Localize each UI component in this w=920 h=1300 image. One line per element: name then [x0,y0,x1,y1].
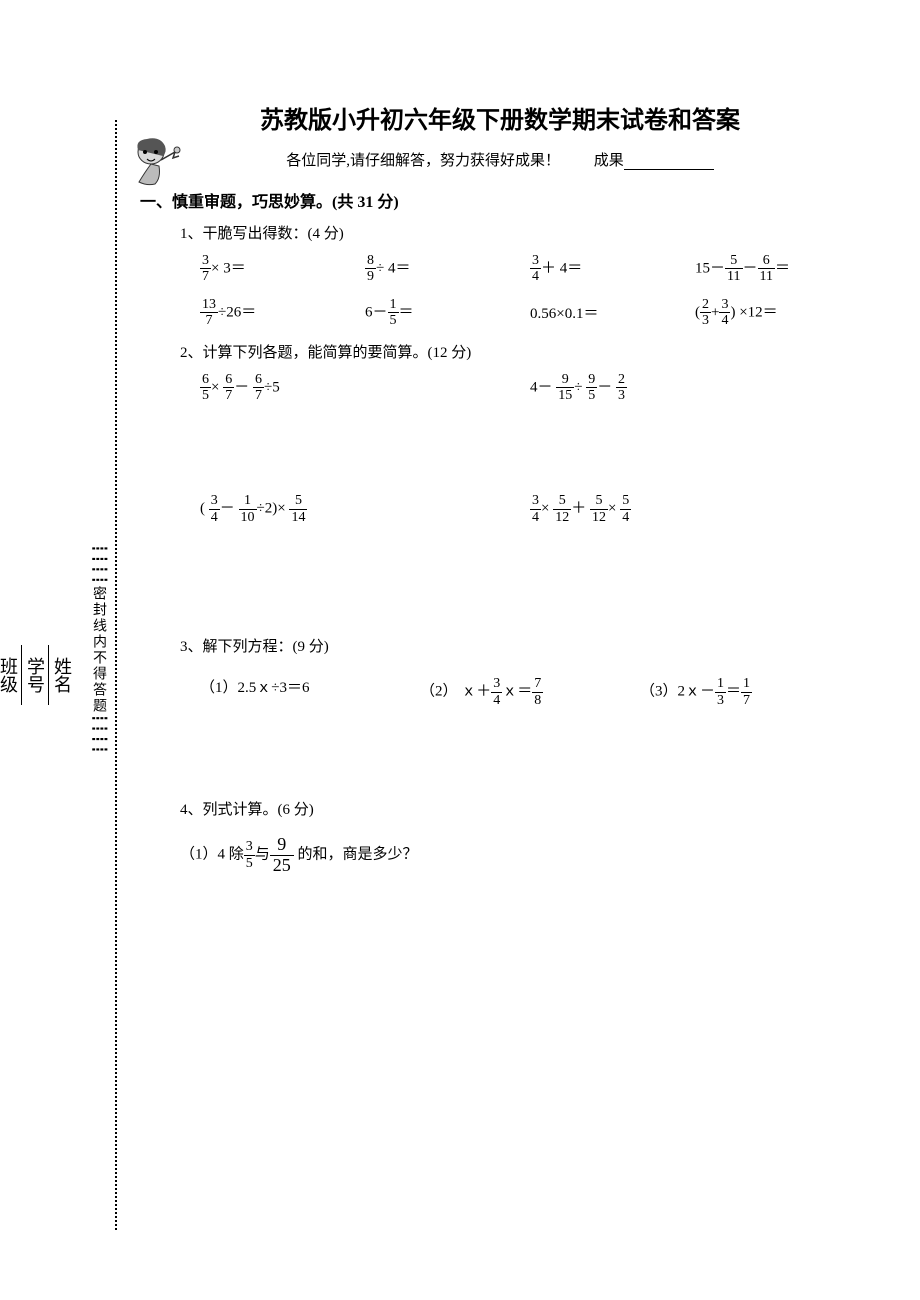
expr-mid: － [743,260,758,276]
expr-pre: 6－ [365,304,388,320]
frac-den: 7 [200,313,218,328]
q4-a: （1）4 除35与925 的和，商是多少？ [180,835,860,876]
subtitle-row: 各位同学,请仔细解答，努力获得好成果！ 成果 [140,149,860,170]
score-blank [624,169,714,170]
expr-tail: ＝ [399,304,414,320]
frac-den: 3 [700,313,711,328]
q1-row2: 137÷26＝ 6－15＝ 0.56×0.1＝ (23+34) ×12＝ [200,297,860,329]
field-class: 班级 [0,645,21,705]
score-label: 成果 [594,153,624,169]
expr-tail: ＋ 4＝ [541,260,582,276]
q1-r1c3: 34＋ 4＝ [530,253,695,285]
frac-den: 4 [530,269,541,284]
q2-d: 34× 512＋ 512× 54 [530,493,860,525]
q3-a: （1）2.5ｘ÷3＝6 [200,676,420,708]
q1-r2c4: (23+34) ×12＝ [695,297,860,329]
sealed-line-text: ┋┋┋┋密封线内不得答题┋┋┋┋ [88,544,108,755]
q1-r2c1: 137÷26＝ [200,297,365,329]
frac-den: 11 [725,269,742,284]
q3-label: 3、解下列方程：(9 分) [180,635,860,656]
frac-num: 3 [200,253,211,269]
q1-r2c3: 0.56×0.1＝ [530,302,695,323]
q2-b: 4－ 915÷ 95－ 23 [530,372,860,404]
q1-label: 1、干脆写出得数：(4 分) [180,222,860,243]
frac-den: 7 [200,269,211,284]
page-title: 苏教版小升初六年级下册数学期末试卷和答案 [140,100,860,135]
field-name: 姓名 [48,645,75,705]
q1-r1c1: 37× 3＝ [200,253,365,285]
field-id: 学号 [21,645,48,705]
frac-den: 9 [365,269,376,284]
q1-r1c2: 89÷ 4＝ [365,253,530,285]
label-id: 学号 [22,657,48,693]
expr-tail: × 3＝ [211,260,246,276]
frac-num: 8 [365,253,376,269]
q2-label: 2、计算下列各题，能简算的要简算。(12 分) [180,341,860,362]
blank-line [48,645,49,705]
expr-mid: + [711,304,719,320]
frac-num: 3 [530,253,541,269]
section-1-title: 一、慎重审题，巧思妙算。(共 31 分) [140,188,860,212]
frac-num: 5 [725,253,742,269]
q2-row1: 65× 67－ 67÷5 4－ 915÷ 95－ 23 [200,372,860,404]
q2-c: ( 34－ 110÷2)× 514 [200,493,530,525]
expr-tail: ÷ 4＝ [376,260,410,276]
frac-num: 1 [388,297,399,313]
expr-tail: ÷26＝ [218,304,256,320]
q4-label: 4、列式计算。(6 分) [180,798,860,819]
dotted-divider [115,120,117,1230]
frac-num: 13 [200,297,218,313]
frac-num: 3 [719,297,730,313]
frac-num: 6 [758,253,775,269]
q2-a: 65× 67－ 67÷5 [200,372,530,404]
q1-r2c2: 6－15＝ [365,297,530,329]
expr-tail: ) ×12＝ [730,304,777,320]
subtitle: 各位同学,请仔细解答，努力获得好成果！ [286,153,560,169]
frac-den: 11 [758,269,775,284]
frac-den: 4 [719,313,730,328]
q3-row: （1）2.5ｘ÷3＝6 （2） ｘ＋34ｘ＝78 （3）2ｘ－13＝17 [200,676,860,708]
expr-pre: 15－ [695,260,725,276]
label-class: 班级 [0,657,21,693]
q3-b: （2） ｘ＋34ｘ＝78 [420,676,640,708]
q1-row1: 37× 3＝ 89÷ 4＝ 34＋ 4＝ 15－511－611＝ [200,253,860,285]
q3-c: （3）2ｘ－13＝17 [640,676,860,708]
label-name: 姓名 [49,657,75,693]
q1-r1c4: 15－511－611＝ [695,253,860,285]
frac-den: 5 [388,313,399,328]
blank-line [21,645,22,705]
sidebar-fields: 姓名 学号 班级 学校 [55,130,75,1220]
expr-tail: ＝ [775,260,790,276]
content-area: 苏教版小升初六年级下册数学期末试卷和答案 各位同学,请仔细解答，努力获得好成果！… [140,100,860,876]
q2-row2: ( 34－ 110÷2)× 514 34× 512＋ 512× 54 [200,493,860,525]
frac-num: 2 [700,297,711,313]
